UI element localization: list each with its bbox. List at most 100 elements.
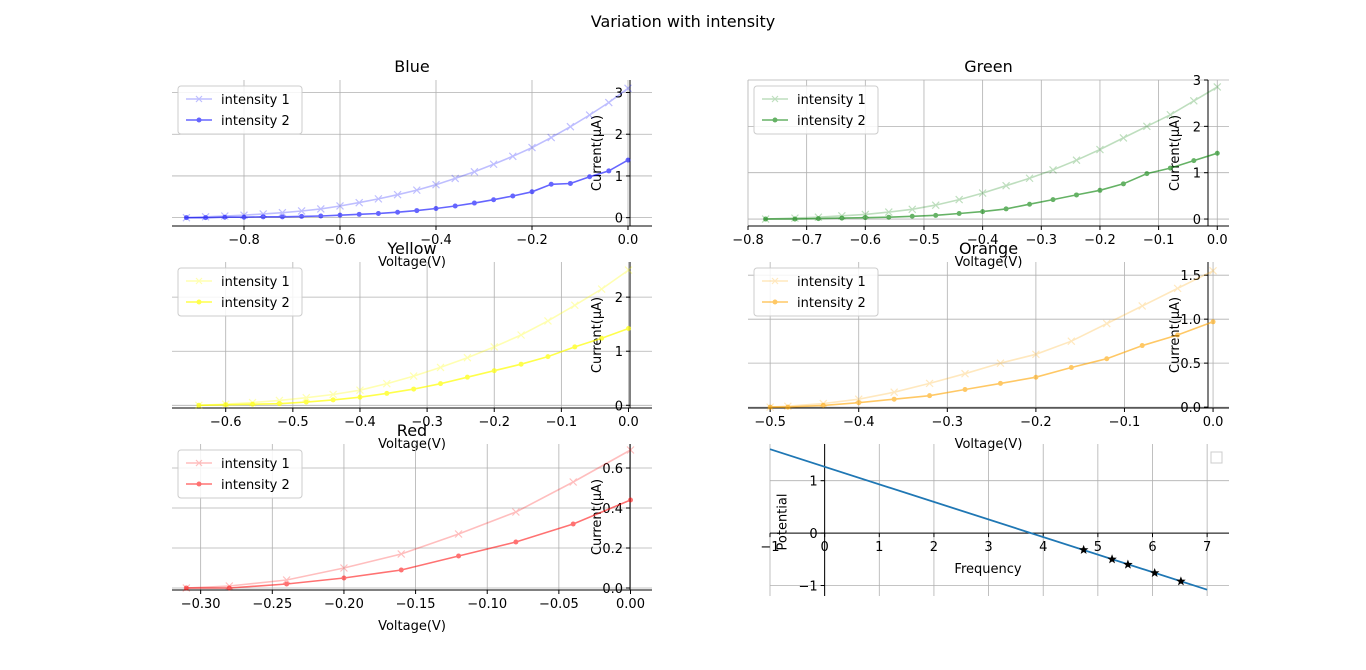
data-point	[471, 200, 477, 206]
y-tick-label: 1.5	[1180, 269, 1201, 284]
legend-label: intensity 2	[797, 296, 866, 311]
series-line	[770, 321, 1214, 408]
y-tick-label: 3	[1193, 74, 1201, 89]
legend-box	[753, 267, 879, 317]
data-point	[452, 203, 458, 209]
y-axis-label: Current(μA)	[1168, 115, 1183, 191]
y-tick-label: 0	[1193, 213, 1201, 228]
data-point	[223, 402, 229, 408]
data-point	[545, 354, 551, 360]
data-point	[997, 380, 1003, 386]
data-point	[1167, 165, 1173, 171]
data-point	[357, 394, 363, 400]
data-point	[1142, 122, 1151, 131]
data-point	[436, 363, 445, 372]
data-point	[1144, 171, 1150, 177]
y-tick-label: 1	[615, 170, 623, 185]
legend-handle	[186, 95, 212, 103]
data-point	[284, 581, 290, 587]
series-line	[186, 449, 631, 589]
y-tick-label: 0.0	[1180, 401, 1201, 416]
data-point	[927, 393, 933, 399]
data-point	[886, 214, 892, 220]
x-tick-label: −0.3	[411, 415, 443, 430]
data-point	[1166, 110, 1175, 119]
x-tick-label: −0.2	[1020, 415, 1052, 430]
data-point	[1097, 187, 1103, 193]
data-point	[508, 152, 517, 161]
x-tick-label: −0.2	[478, 415, 510, 430]
data-point	[222, 214, 228, 220]
data-point	[513, 539, 519, 545]
x-axis-label: Voltage(V)	[378, 619, 446, 634]
y-tick-label: −1	[798, 580, 817, 595]
x-tick-label: −0.8	[228, 233, 260, 248]
data-point	[628, 497, 634, 503]
data-point	[925, 379, 934, 388]
data-point	[980, 209, 986, 215]
data-point	[626, 326, 632, 332]
data-point	[470, 167, 479, 176]
y-tick-label: 2	[615, 291, 623, 306]
series-1	[182, 84, 632, 222]
data-point	[356, 211, 362, 217]
x-tick-label: −0.15	[396, 597, 436, 612]
y-axis-label: Current(μA)	[590, 479, 605, 555]
y-tick-label: 0	[615, 399, 623, 414]
x-tick-label: −0.20	[324, 597, 364, 612]
data-point	[962, 387, 968, 393]
legend-label: intensity 2	[797, 114, 866, 129]
data-point	[1189, 96, 1198, 105]
data-point	[1149, 567, 1160, 577]
data-point	[299, 213, 305, 219]
legend-handle	[186, 117, 212, 123]
data-point	[529, 189, 535, 195]
data-point	[412, 186, 421, 195]
data-point	[547, 133, 556, 142]
data-point	[510, 193, 516, 199]
y-tick-label: 0.6	[602, 462, 623, 477]
x-tick-label: −0.3	[1026, 233, 1058, 248]
x-tick-label: 0.0	[618, 415, 639, 430]
legend-label: intensity 2	[221, 114, 290, 129]
series-line	[186, 159, 629, 219]
data-point	[597, 285, 606, 293]
x-axis-label: Voltage(V)	[378, 255, 446, 270]
legend-handle	[186, 481, 212, 487]
x-tick-label: −1	[760, 540, 779, 555]
series-1	[769, 448, 1208, 591]
x-tick-label: −0.6	[210, 415, 242, 430]
data-point	[451, 174, 460, 183]
data-point	[908, 205, 917, 214]
series-2	[183, 497, 634, 591]
subplot-3: −0.6 −0.5 −0.4 −0.3 −0.2 −0.1 0.0012YellowVolt…	[172, 239, 652, 452]
data-point	[785, 404, 791, 410]
y-axis-label: Current(μA)	[590, 115, 605, 191]
data-point	[282, 576, 291, 584]
data-point	[891, 396, 897, 402]
data-point	[1138, 302, 1147, 310]
data-point	[297, 207, 306, 215]
data-point	[862, 215, 868, 221]
data-point	[815, 216, 821, 222]
data-point	[226, 585, 232, 591]
data-point	[355, 198, 364, 207]
data-point	[411, 386, 417, 392]
legend: intensity 1 intensity 2	[177, 85, 303, 135]
data-point	[839, 215, 845, 221]
x-tick-label: −0.4	[967, 233, 999, 248]
data-point	[464, 374, 470, 380]
data-point	[456, 553, 462, 559]
data-point	[625, 157, 631, 163]
x-tick-label: 1	[875, 540, 883, 555]
data-point	[528, 143, 536, 152]
series-2	[767, 319, 1216, 410]
data-point	[566, 122, 575, 131]
series-2	[183, 157, 631, 221]
data-point	[1049, 165, 1057, 174]
series-1	[761, 83, 1222, 223]
subplot-6: −1 0 1 2 3 4 5 6 7 −1 0 1 Frequency Potential	[760, 444, 1229, 596]
y-tick-label: 1	[809, 475, 817, 490]
data-point	[393, 190, 402, 199]
data-point	[1072, 156, 1081, 165]
